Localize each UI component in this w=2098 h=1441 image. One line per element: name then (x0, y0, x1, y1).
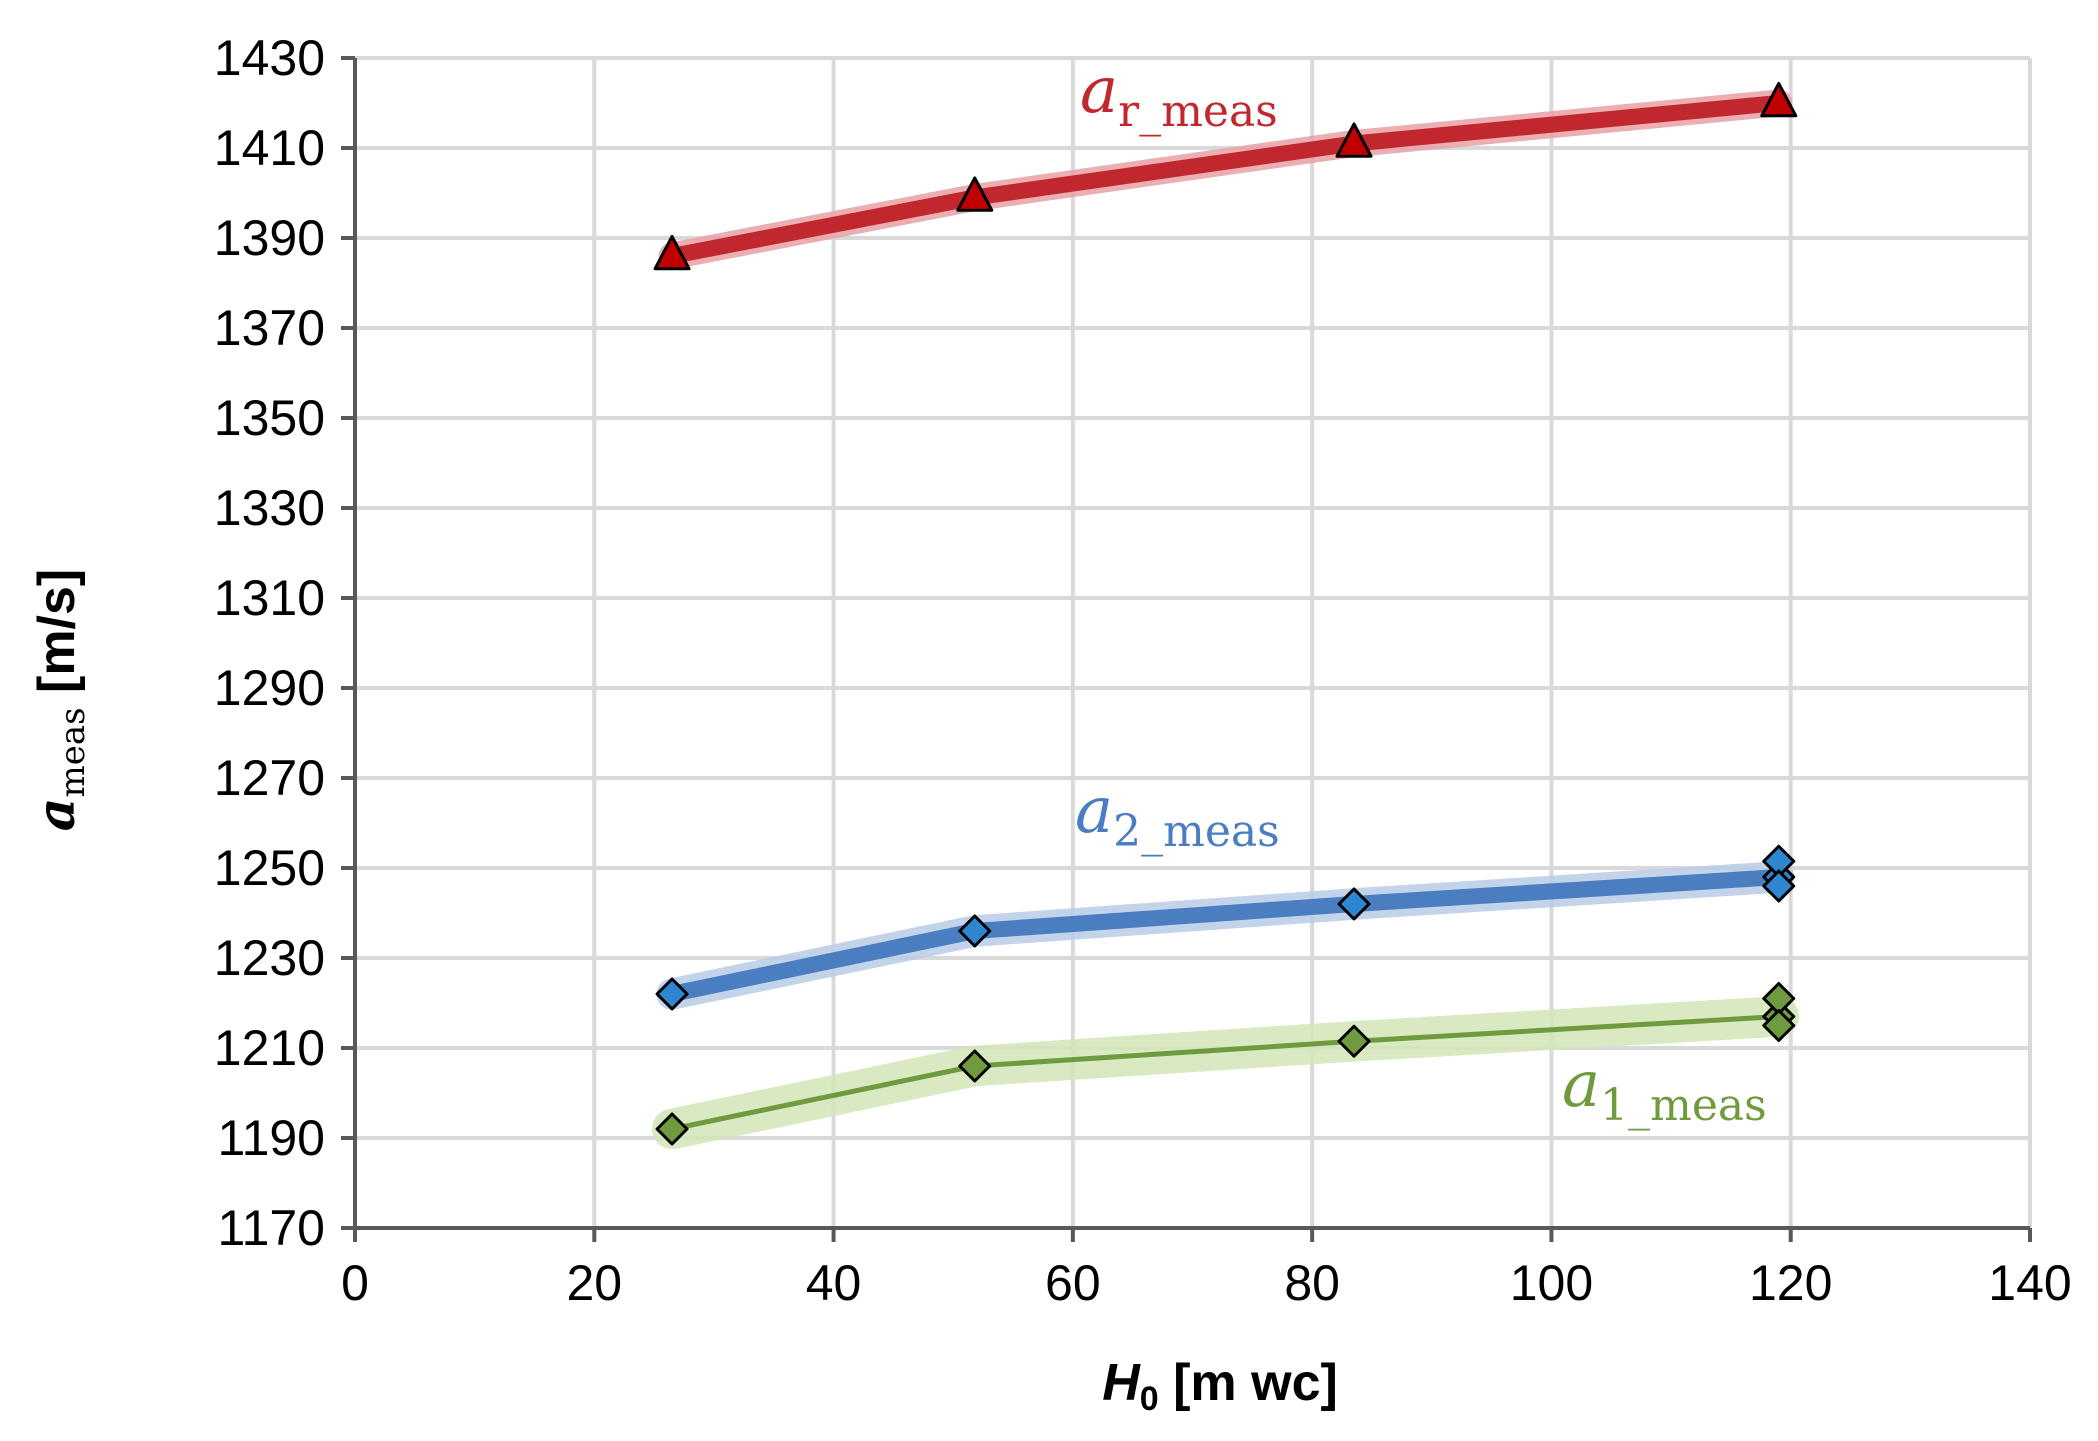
marker-a_r_meas (956, 176, 994, 212)
confidence-bands (651, 89, 1800, 1150)
y-tick-label: 1410 (214, 120, 325, 176)
series-lines (664, 95, 1787, 1132)
marker-a_1_meas (958, 1049, 992, 1083)
y-tick-label: 1390 (214, 210, 325, 266)
series-label-a_r_meas: ar_meas (1080, 54, 1278, 137)
x-tick-label: 120 (1749, 1255, 1832, 1311)
series-labels: ar_meas a2_meas a1_meas (1075, 54, 1767, 1131)
line-a_r_meas (664, 95, 1787, 264)
series-markers (653, 81, 1798, 1146)
marker-a_2_meas (655, 977, 689, 1011)
series-label-a_2_meas: a2_meas (1075, 774, 1280, 857)
marker-a_2_meas (1337, 887, 1371, 921)
y-tick-label: 1230 (214, 930, 325, 986)
marker-a_2_meas (1762, 869, 1796, 903)
y-tick-label: 1170 (217, 1200, 325, 1256)
y-tick-label: 1310 (214, 570, 325, 626)
marker-a_r_meas (1760, 81, 1798, 118)
y-tick-label: 1350 (214, 390, 325, 446)
x-tick-label: 100 (1510, 1255, 1593, 1311)
y-tick-label: 1270 (214, 750, 325, 806)
x-tick-label: 80 (1284, 1255, 1340, 1311)
y-tick-label: 1190 (217, 1110, 325, 1166)
y-tick-label: 1370 (214, 300, 325, 356)
x-tick-label: 60 (1045, 1255, 1101, 1311)
marker-a_r_meas (1335, 122, 1373, 158)
y-tick-label: 1250 (214, 840, 325, 896)
series-label-a_1_meas: a1_meas (1562, 1048, 1767, 1131)
tick-labels: 0 20 40 60 80 100 120 140 1170 1190 1210 1230 1250 12… (214, 30, 2072, 1311)
marker-a_2_meas (958, 914, 992, 948)
y-axis-title: ameas [m/s] (26, 569, 93, 831)
grid (355, 56, 2032, 1228)
x-tick-label: 40 (806, 1255, 862, 1311)
axes (341, 56, 2032, 1242)
y-tick-label: 1290 (214, 660, 325, 716)
x-tick-label: 140 (1988, 1255, 2071, 1311)
x-tick-label: 0 (341, 1255, 369, 1311)
marker-a_1_meas (1337, 1024, 1371, 1058)
marker-a_1_meas (655, 1112, 689, 1146)
x-tick-label: 20 (566, 1255, 622, 1311)
x-axis-title: H0 [m wc] (1102, 1354, 1338, 1418)
marker-a_1_meas (1762, 1009, 1796, 1042)
line-a_2_meas (664, 869, 1787, 1002)
y-tick-label: 1430 (214, 30, 325, 86)
marker-a_r_meas (653, 234, 691, 271)
line-a_1_meas (669, 1014, 1782, 1132)
y-tick-label: 1330 (214, 480, 325, 536)
y-tick-label: 1210 (214, 1020, 325, 1076)
